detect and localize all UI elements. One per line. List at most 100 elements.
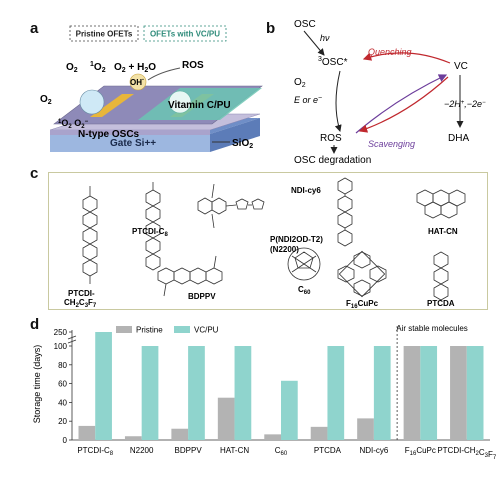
molecule-panel: PTCDI- CH2C3F7 PTCDI-C8 P(NDI2OD-T2) (N2…: [48, 172, 488, 310]
o2-h2o-label: O2 + H2O: [114, 62, 156, 74]
source-electrode: [90, 94, 134, 117]
bar-vcpu: [281, 380, 298, 440]
triplet-osc-label: 3OSC*: [318, 56, 348, 68]
ptcdi-c8-label: PTCDI-C8: [132, 227, 168, 238]
quenching-arrow: [362, 52, 451, 64]
y-tick-label: 20: [58, 417, 67, 426]
legend-pristine-label: Pristine OFETs: [76, 30, 133, 39]
o2-label: O2: [294, 77, 306, 89]
hat-cn-label: HAT-CN: [428, 227, 458, 236]
y-tick-label: 80: [58, 361, 67, 370]
scavenging-label: Scavenging: [368, 139, 415, 149]
panel-label-b: b: [266, 20, 276, 37]
panel-label-c: c: [30, 165, 39, 182]
y-axis-label: Storage time (days): [32, 345, 42, 424]
f16cupc-label: F16CuPc: [346, 299, 379, 310]
bar-pristine: [78, 425, 96, 440]
ndi-cy6-label: NDI-cy6: [291, 186, 321, 195]
bar-pristine: [450, 346, 467, 440]
molecule-sketches: [82, 177, 466, 301]
sio2-front: [50, 130, 210, 135]
bar-vcpu: [466, 346, 484, 440]
mechanism-diagram: OSC hν 3OSC* VC Quenching O2 E or e− −2H…: [294, 19, 486, 165]
legend-label-pristine: Pristine: [136, 326, 163, 335]
bar-vcpu: [420, 346, 438, 440]
x-tick-label: BDPPV: [175, 446, 203, 455]
legend-swatch-vcpu: [174, 326, 190, 333]
vc-label: VC: [454, 61, 468, 72]
c60-structure: [287, 247, 321, 281]
bar-pristine: [171, 428, 189, 440]
x-tick-label: HAT-CN: [220, 446, 249, 455]
hv-label: hν: [320, 33, 330, 43]
device-schematic: Pristine OFETs OFETs with VC/PU O2 1O2 O…: [40, 25, 263, 152]
legend-vcpu-label: OFETs with VC/PU: [150, 30, 220, 39]
gate-side-face: [210, 118, 260, 152]
o2-top-label: O2: [66, 62, 78, 74]
e-or-e-label: E or e−: [294, 95, 322, 105]
ptcdi-c3f7-label: PTCDI-: [68, 289, 95, 298]
gate-label: Gate Si++: [110, 138, 156, 149]
scavenging-return-arrow: [358, 76, 449, 133]
ros-label-b: ROS: [320, 133, 342, 144]
bar-pristine: [310, 426, 328, 440]
oh-bubble: [129, 73, 147, 91]
ros-arrow: [147, 67, 181, 81]
x-tick-label: F16CuPc: [405, 446, 436, 457]
o2-left-label: O2: [40, 94, 52, 106]
storage-time-chart: 0 20 40 60 80 100 250 PTCDI-C8 N2200 BDPPV HAT-CN C…: [32, 324, 497, 461]
minus2-label: −2H+,−2e−: [444, 99, 486, 109]
molecule-frame: [48, 172, 488, 310]
n2200-structure: [197, 183, 265, 229]
y-tick-label: 250: [54, 328, 68, 337]
n2200-label-1: P(NDI2OD-T2): [270, 235, 323, 244]
x-tick-label: PTCDA: [314, 446, 342, 455]
dha-label: DHA: [448, 133, 469, 144]
quenching-label: Quenching: [368, 47, 412, 57]
scavenging-arrow: [355, 74, 448, 134]
ptcdi-c3f7-structure: [82, 186, 98, 284]
bar-pristine: [357, 418, 374, 440]
bar-pristine: [217, 397, 235, 440]
chart-legend: Pristine VC/PU: [116, 326, 219, 335]
legend-swatch-pristine: [116, 326, 132, 333]
air-stable-annotation: Air stable molecules: [396, 324, 468, 333]
bar-vcpu: [373, 346, 391, 440]
bar-vcpu: [234, 346, 252, 440]
legend-vcpu-box: [143, 25, 227, 42]
x-tick-label: N2200: [130, 446, 154, 455]
gate-front-face: [50, 134, 210, 152]
legend-pristine-box: [69, 25, 139, 42]
bar-vcpu: [95, 332, 112, 440]
x-tick-label: C60: [275, 446, 288, 457]
x-tick-label: NDI-cy6: [359, 446, 388, 455]
panel-label-d: d: [30, 316, 40, 333]
ptcdi-c8-structure: [145, 182, 161, 271]
f16cupc-structure: [337, 250, 387, 298]
ptcda-structure: [433, 251, 449, 301]
ros-label: ROS: [182, 60, 204, 71]
osc-label: OSC: [294, 19, 316, 30]
noscs-label: N-type OSCs: [78, 129, 140, 140]
bar-pristine: [264, 434, 281, 440]
radical-bubble: [79, 89, 105, 115]
bar-vcpu: [141, 346, 159, 440]
c60-label: C60: [298, 285, 311, 296]
vitamin-bubble: [168, 90, 192, 114]
n2200-label-2: (N2200): [270, 245, 299, 254]
ndi-cy6-structure: [337, 177, 353, 247]
bar-vcpu: [188, 346, 205, 440]
bar-vcpu: [327, 346, 345, 440]
y-tick-label: 0: [63, 436, 68, 445]
legend-label-vcpu: VC/PU: [194, 326, 219, 335]
sio2-label: SiO2: [232, 138, 253, 150]
panel-label-a: a: [30, 20, 39, 37]
bar-pristine: [124, 436, 142, 440]
singlet-o2-top-label: 1O2: [90, 61, 106, 74]
axis-break-mark: [67, 335, 77, 344]
y-tick-label: 40: [58, 398, 67, 407]
bdppv-label: BDPPV: [188, 292, 216, 301]
chart-plot: 0 20 40 60 80 100 250 PTCDI-C8 N2200 BDPPV HAT-CN C…: [54, 326, 497, 461]
x-tick-label: PTCDI-CH2C3F7: [437, 446, 497, 461]
ptcdi-c3f7-label-line2: CH2C3F7: [64, 298, 97, 309]
